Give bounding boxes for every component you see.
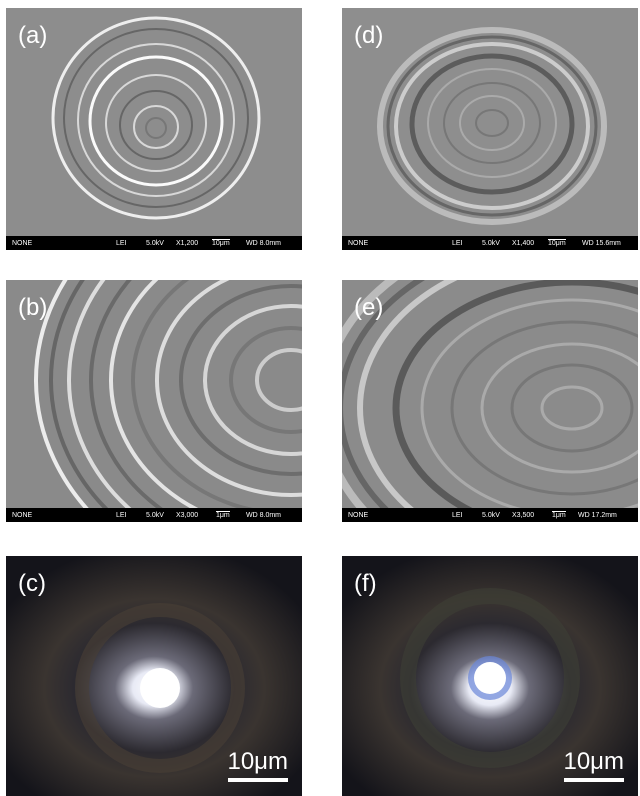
page: (a) NONE LEI 5.0kV X1,200 10μm WD 8.0mm …	[0, 0, 640, 796]
info-text: NONE	[348, 512, 368, 519]
info-text: 10μm	[212, 239, 230, 247]
scale-bar: 10μm	[563, 748, 624, 782]
panel-label: (b)	[18, 294, 47, 322]
panel-label: (a)	[18, 22, 47, 50]
info-text: 5.0kV	[146, 240, 164, 247]
info-text: NONE	[348, 240, 368, 247]
panel-d: (d) NONE LEI 5.0kV X1,400 10μm WD 15.6mm	[342, 8, 638, 250]
info-text: 5.0kV	[146, 512, 164, 519]
panel-e: (e) NONE LEI 5.0kV X3,500 1μm WD 17.2mm	[342, 280, 638, 522]
info-text: WD 15.6mm	[582, 240, 621, 247]
panel-f: (f) 10μm	[342, 556, 638, 796]
info-text: X3,500	[512, 512, 534, 519]
panel-label: (e)	[354, 294, 383, 322]
info-text: NONE	[12, 240, 32, 247]
info-text: 1μm	[216, 511, 230, 519]
info-bar: NONE LEI 5.0kV X3,500 1μm WD 17.2mm	[342, 508, 638, 522]
panel-label: (c)	[18, 570, 46, 598]
panel-label: (f)	[354, 570, 377, 598]
panel-a: (a) NONE LEI 5.0kV X1,200 10μm WD 8.0mm	[6, 8, 302, 250]
scale-line	[564, 778, 624, 782]
sem-image	[342, 8, 638, 236]
info-text: NONE	[12, 512, 32, 519]
info-bar: NONE LEI 5.0kV X3,000 1μm WD 8.0mm	[6, 508, 302, 522]
sem-image	[6, 280, 302, 508]
scale-bar: 10μm	[227, 748, 288, 782]
info-text: X3,000	[176, 512, 198, 519]
scale-text: 10μm	[563, 748, 624, 776]
sem-image	[342, 280, 638, 508]
info-text: LEI	[452, 240, 463, 247]
panel-b: (b) NONE LEI 5.0kV X3,000 1μm WD 8.0mm	[6, 280, 302, 522]
info-text: LEI	[116, 240, 127, 247]
info-text: 5.0kV	[482, 512, 500, 519]
info-text: LEI	[116, 512, 127, 519]
panel-label: (d)	[354, 22, 383, 50]
info-text: 10μm	[548, 239, 566, 247]
scale-text: 10μm	[227, 748, 288, 776]
sem-image	[6, 8, 302, 236]
scale-line	[228, 778, 288, 782]
info-bar: NONE LEI 5.0kV X1,200 10μm WD 8.0mm	[6, 236, 302, 250]
info-text: WD 8.0mm	[246, 512, 281, 519]
info-text: X1,200	[176, 240, 198, 247]
info-text: X1,400	[512, 240, 534, 247]
panel-c: (c) 10μm	[6, 556, 302, 796]
info-text: 1μm	[552, 511, 566, 519]
info-text: LEI	[452, 512, 463, 519]
info-text: 5.0kV	[482, 240, 500, 247]
info-text: WD 8.0mm	[246, 240, 281, 247]
info-bar: NONE LEI 5.0kV X1,400 10μm WD 15.6mm	[342, 236, 638, 250]
info-text: WD 17.2mm	[578, 512, 617, 519]
